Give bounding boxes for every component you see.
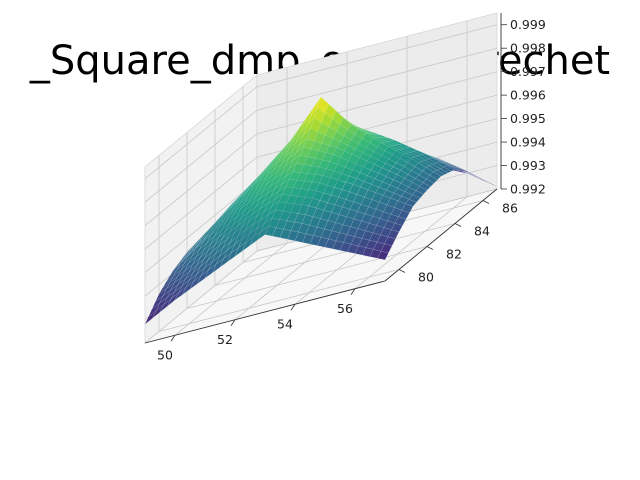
z-tick-label: 0.997: [510, 64, 546, 79]
surface-facet: [419, 182, 431, 191]
x-tick-label: 54: [277, 316, 293, 331]
y-tick-label: 80: [418, 270, 434, 285]
surface-facet: [387, 229, 400, 240]
surface-facet: [405, 199, 417, 207]
x-axis-line: [144, 280, 386, 344]
x-tick-mark: [350, 288, 356, 295]
z-tick-label: 0.992: [510, 182, 546, 197]
z-tick-label: 0.993: [510, 158, 546, 173]
surface-facet: [471, 174, 484, 180]
x-tick-mark: [170, 335, 176, 342]
x-tick-mark: [230, 319, 236, 326]
axis-lines: [144, 13, 502, 344]
x-tick-label: 56: [337, 301, 353, 316]
grid-z-0.998: [144, 47, 498, 203]
grid-z-0.999: [144, 24, 498, 180]
y-tick-label: 82: [446, 247, 462, 262]
surface-facet: [457, 167, 470, 173]
surface-facet: [377, 250, 389, 261]
z-tick-label: 0.999: [510, 17, 546, 32]
y-axis-line: [384, 188, 498, 282]
y-tick-mark: [454, 223, 462, 227]
z-tick-label: 0.994: [510, 135, 546, 150]
surface-mesh: [144, 96, 498, 325]
surface-facet: [429, 171, 442, 181]
z-tick-label: 0.998: [510, 41, 546, 56]
y-tick-mark: [482, 200, 490, 204]
y-tick-label: 86: [502, 201, 518, 216]
y-tick-label: 84: [474, 224, 490, 239]
surface-facet: [422, 178, 435, 187]
tick-labels: 50 52 54 56 80 82 84 86 0.992 0.993 0.994 0.995 0.99…: [157, 17, 546, 362]
y-tick-mark: [398, 269, 406, 273]
y-tick-mark: [426, 246, 434, 250]
grid-z-0.996: [144, 94, 498, 250]
z-tick-label: 0.996: [510, 88, 546, 103]
grid-z-0.992: [144, 188, 498, 344]
x-tick-label: 52: [217, 332, 233, 347]
z-tick-label: 0.995: [510, 111, 546, 126]
surface-facet: [447, 165, 459, 171]
surface-facet: [391, 222, 403, 233]
grid-z-0.997: [144, 71, 498, 227]
x-tick-mark: [290, 304, 296, 311]
x-tick-label: 50: [157, 347, 173, 362]
